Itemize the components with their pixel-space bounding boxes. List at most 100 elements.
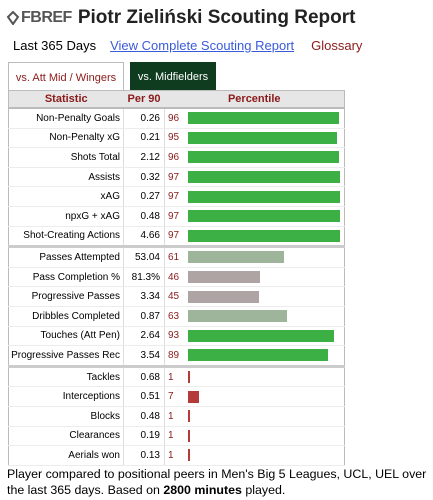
percentile-bar xyxy=(188,112,339,125)
per90-value: 0.26 xyxy=(123,108,165,129)
percentile-bar-cell xyxy=(188,286,345,307)
percentile-bar xyxy=(188,449,190,462)
percentile-bar xyxy=(188,251,284,264)
percentile-bar-cell xyxy=(188,326,345,347)
percentile-bar xyxy=(188,171,340,184)
percentile-value: 97 xyxy=(164,226,188,249)
stat-name: Non-Penalty Goals xyxy=(8,108,124,129)
percentile-value: 1 xyxy=(164,366,188,388)
table-row: Shots Total 2.12 96 xyxy=(8,147,345,168)
percentile-bar-cell xyxy=(188,186,345,207)
percentile-bar-cell xyxy=(188,426,345,447)
table-row: Non-Penalty xG 0.21 95 xyxy=(8,128,345,149)
percentile-bar-cell xyxy=(188,147,345,168)
stat-name: Pass Completion % xyxy=(8,267,124,288)
percentile-bar-cell xyxy=(188,345,345,368)
percentile-bar-cell xyxy=(188,206,345,227)
stat-name: Blocks xyxy=(8,406,124,427)
table-row: Passes Attempted 53.04 61 xyxy=(8,246,345,268)
table-row: Aerials won 0.13 1 xyxy=(8,445,345,466)
stat-name: Aerials won xyxy=(8,445,124,466)
percentile-bar xyxy=(188,371,190,384)
percentile-bar xyxy=(188,190,340,203)
header-statistic: Statistic xyxy=(8,90,124,109)
percentile-bar xyxy=(188,229,340,242)
per90-value: 0.48 xyxy=(123,206,165,227)
stat-name: Progressive Passes xyxy=(8,286,124,307)
table-row: Tackles 0.68 1 xyxy=(8,366,345,388)
stat-name: npxG + xAG xyxy=(8,206,124,227)
tab-midfielders[interactable]: vs. Midfielders xyxy=(130,62,216,92)
percentile-bar xyxy=(188,290,259,303)
stat-name: Dribbles Completed xyxy=(8,306,124,327)
percentile-bar xyxy=(188,429,190,442)
stat-name: Passes Attempted xyxy=(8,246,124,268)
percentile-value: 1 xyxy=(164,406,188,427)
full-report-link[interactable]: View Complete Scouting Report xyxy=(110,38,295,53)
per90-value: 4.66 xyxy=(123,226,165,249)
stat-name: Clearances xyxy=(8,426,124,447)
percentile-bar-cell xyxy=(188,128,345,149)
page-header: FBREF Piotr Zieliński Scouting Report xyxy=(6,4,355,32)
comparison-tabs: vs. Att Mid / Wingers vs. Midfielders xyxy=(8,62,216,92)
percentile-value: 95 xyxy=(164,128,188,149)
table-body: Non-Penalty Goals 0.26 96 Non-Penalty xG 0.2… xyxy=(8,108,345,466)
percentile-bar-cell xyxy=(188,167,345,188)
per90-value: 0.13 xyxy=(123,445,165,466)
percentile-value: 97 xyxy=(164,206,188,227)
per90-value: 3.54 xyxy=(123,345,165,368)
header-percentile: Percentile xyxy=(164,90,345,109)
table-row: Interceptions 0.51 7 xyxy=(8,386,345,407)
stat-name: Progressive Passes Rec xyxy=(8,345,124,368)
percentile-value: 1 xyxy=(164,426,188,447)
percentile-value: 96 xyxy=(164,108,188,129)
per90-value: 53.04 xyxy=(123,246,165,268)
percentile-value: 61 xyxy=(164,246,188,268)
per90-value: 81.3% xyxy=(123,267,165,288)
percentile-bar-cell xyxy=(188,445,345,466)
table-row: npxG + xAG 0.48 97 xyxy=(8,206,345,227)
stat-name: Shot-Creating Actions xyxy=(8,226,124,249)
percentile-bar xyxy=(188,131,337,144)
scouting-table: Statistic Per 90 Percentile Non-Penalty … xyxy=(8,90,345,466)
table-row: Progressive Passes 3.34 45 xyxy=(8,286,345,307)
table-row: Touches (Att Pen) 2.64 93 xyxy=(8,326,345,347)
percentile-value: 97 xyxy=(164,186,188,207)
stat-name: Interceptions xyxy=(8,386,124,407)
per90-value: 0.87 xyxy=(123,306,165,327)
per90-value: 0.21 xyxy=(123,128,165,149)
table-row: Clearances 0.19 1 xyxy=(8,426,345,447)
percentile-bar xyxy=(188,329,334,342)
glossary-link[interactable]: Glossary xyxy=(311,38,363,53)
per90-value: 0.48 xyxy=(123,406,165,427)
logo-text: FBREF xyxy=(21,9,72,26)
percentile-value: 63 xyxy=(164,306,188,327)
table-row: Non-Penalty Goals 0.26 96 xyxy=(8,108,345,129)
per90-value: 2.64 xyxy=(123,326,165,347)
percentile-value: 96 xyxy=(164,147,188,168)
fbref-logo[interactable]: FBREF xyxy=(6,9,72,27)
percentile-bar xyxy=(188,151,339,164)
tab-att-mid-wingers[interactable]: vs. Att Mid / Wingers xyxy=(8,62,124,92)
stat-name: Tackles xyxy=(8,366,124,388)
stat-name: xAG xyxy=(8,186,124,207)
percentile-bar xyxy=(188,210,340,223)
percentile-bar xyxy=(188,271,260,284)
table-row: xAG 0.27 97 xyxy=(8,186,345,207)
percentile-value: 7 xyxy=(164,386,188,407)
percentile-value: 46 xyxy=(164,267,188,288)
stat-name: Shots Total xyxy=(8,147,124,168)
stat-name: Non-Penalty xG xyxy=(8,128,124,149)
percentile-bar xyxy=(188,310,287,323)
per90-value: 0.19 xyxy=(123,426,165,447)
per90-value: 0.27 xyxy=(123,186,165,207)
per90-value: 2.12 xyxy=(123,147,165,168)
stat-name: Touches (Att Pen) xyxy=(8,326,124,347)
per90-value: 0.32 xyxy=(123,167,165,188)
percentile-bar-cell xyxy=(188,108,345,129)
header-per90: Per 90 xyxy=(123,90,165,109)
table-header-row: Statistic Per 90 Percentile xyxy=(8,90,345,109)
table-row: Progressive Passes Rec 3.54 89 xyxy=(8,345,345,368)
footer-minutes: 2800 minutes xyxy=(163,483,242,497)
table-row: Blocks 0.48 1 xyxy=(8,406,345,427)
